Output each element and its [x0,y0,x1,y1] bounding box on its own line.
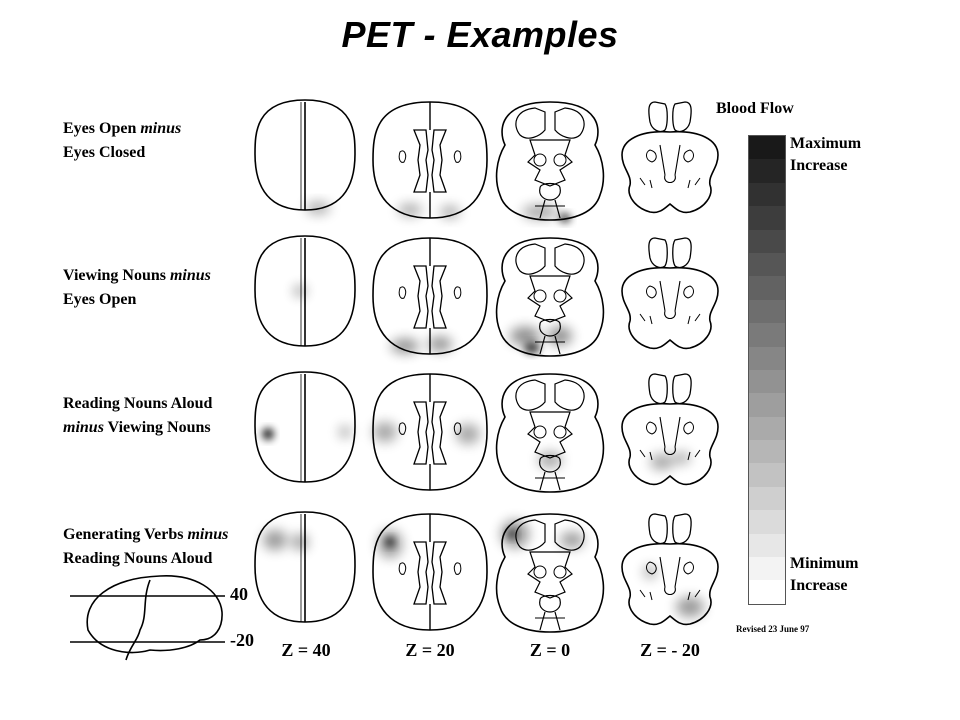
row-label-1: Eyes Open minus Eyes Closed [63,120,182,161]
row-1-slices [254,99,719,223]
row-2-slices [254,235,719,357]
scale-segment [749,557,785,581]
z-label-20: Z = 20 [405,640,455,660]
scale-segment [749,229,785,253]
revised-note: Revised 23 June 97 [736,624,810,634]
legend-max-label: Maximum Increase [790,135,862,174]
z-label-40: Z = 40 [281,640,331,660]
scale-segment [749,486,785,511]
legend-min-label: Minimum Increase [790,555,859,594]
row-label-2: Viewing Nouns minus Eyes Open [63,267,211,308]
scale-segment [749,510,785,534]
scale-segment [749,533,785,558]
scale-segment [749,580,785,604]
z-label-minus-20: Z = - 20 [640,640,700,660]
scale-segment [749,182,785,207]
scale-segment [749,299,785,324]
side-view-brain [70,575,225,661]
row-3-slices [254,371,719,493]
scale-segment [749,206,785,230]
scale-segment [749,252,785,277]
row-label-3: Reading Nouns Aloud minus Viewing Nouns [63,395,213,436]
slice-mark-lower: -20 [230,630,254,650]
row-4-slices [254,511,719,633]
slice-mark-upper: 40 [230,584,248,604]
legend-title: Blood Flow [716,100,794,117]
row-label-4: Generating Verbs minus Reading Nouns Alo… [63,526,229,567]
z-label-0: Z = 0 [529,640,571,660]
scale-segment [749,159,785,183]
scale-segment [749,440,785,464]
scale-segment [749,393,785,417]
scale-segment [749,276,785,300]
blood-flow-scale [748,135,786,605]
scale-segment [749,346,785,370]
scale-segment [749,463,785,487]
scale-segment [749,416,785,441]
scale-segment [749,136,785,160]
scale-segment [749,323,785,347]
scale-segment [749,369,785,394]
page-title: PET - Examples [341,14,619,55]
